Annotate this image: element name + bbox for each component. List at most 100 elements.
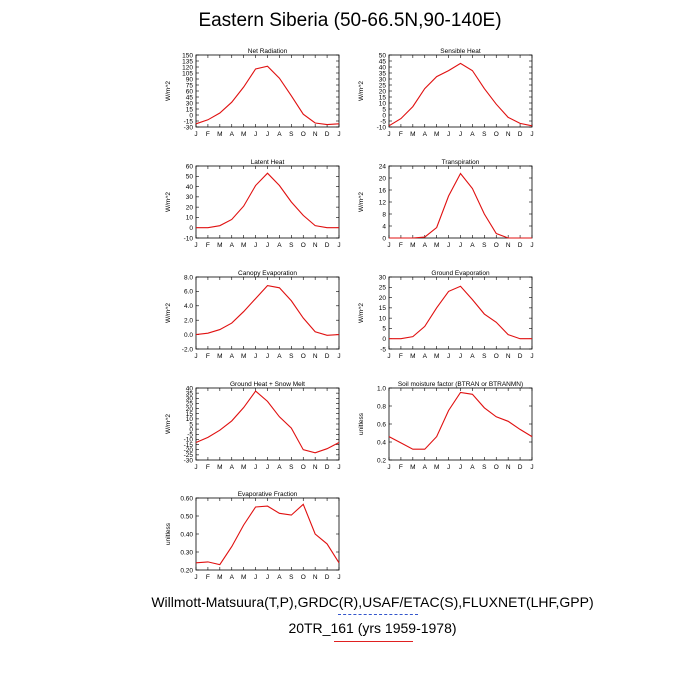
y-tick-label: 12 xyxy=(379,199,387,206)
y-tick-label: 10 xyxy=(186,215,194,222)
x-tick-label: J xyxy=(337,242,340,249)
y-tick-label: 0 xyxy=(382,336,386,343)
y-tick-label: 20 xyxy=(379,175,387,182)
panel-title: Evaporative Fraction xyxy=(238,491,298,498)
series-line xyxy=(389,285,532,340)
series-line xyxy=(195,503,340,566)
x-tick-label: M xyxy=(217,131,222,138)
plot-frame xyxy=(388,387,533,461)
series-line xyxy=(195,390,340,454)
y-tick-label: -5 xyxy=(380,346,386,353)
y-tick-label: -10 xyxy=(184,437,194,444)
data-sources-caption: Willmott-Matsuura(T,P),GRDC(R),USAF/ETAC… xyxy=(151,594,594,610)
x-tick-label: M xyxy=(410,131,415,138)
x-tick-label: J xyxy=(194,353,197,360)
y-axis-label: W/m^2 xyxy=(165,414,172,434)
y-tick-label: -15 xyxy=(184,442,194,449)
x-tick-label: A xyxy=(423,131,428,138)
x-tick-label: S xyxy=(482,242,487,249)
x-tick-label: J xyxy=(530,242,533,249)
y-axis-label: W/m^2 xyxy=(358,192,365,212)
x-tick-label: M xyxy=(241,353,246,360)
y-axis-label: W/m^2 xyxy=(358,81,365,101)
x-tick-label: J xyxy=(254,574,257,581)
x-tick-label: A xyxy=(230,242,235,249)
y-tick-label: 60 xyxy=(186,163,194,170)
y-tick-label: 25 xyxy=(379,285,387,292)
y-tick-label: 20 xyxy=(379,295,387,302)
x-tick-label: A xyxy=(470,131,475,138)
y-tick-label: 0 xyxy=(382,112,386,119)
y-tick-label: 50 xyxy=(186,174,194,181)
series-line xyxy=(388,62,533,127)
plot-frame xyxy=(195,276,340,350)
x-tick-label: F xyxy=(399,242,403,249)
y-tick-label: -10 xyxy=(184,235,194,242)
y-tick-label: 40 xyxy=(186,184,194,191)
x-tick-label: J xyxy=(387,242,390,249)
x-tick-label: O xyxy=(301,131,306,138)
x-tick-label: J xyxy=(387,464,390,471)
x-tick-label: D xyxy=(325,464,330,471)
x-tick-label: A xyxy=(423,353,428,360)
y-tick-label: 60 xyxy=(186,88,194,95)
x-tick-label: J xyxy=(254,131,257,138)
x-tick-label: M xyxy=(241,242,246,249)
x-tick-label: A xyxy=(230,574,235,581)
y-tick-label: 45 xyxy=(379,58,387,65)
x-tick-label: F xyxy=(399,353,403,360)
chart-panel: Evaporative Fraction 0.20 0.30 0.40 0.50 0.60… xyxy=(165,491,341,581)
series-line xyxy=(195,65,340,126)
x-tick-label: M xyxy=(217,353,222,360)
y-tick-label: 4 xyxy=(382,223,386,230)
y-tick-label: 15 xyxy=(379,305,387,312)
y-tick-label: 0.8 xyxy=(377,403,386,410)
y-axis-label: W/m^2 xyxy=(165,303,172,323)
x-tick-label: M xyxy=(241,574,246,581)
x-tick-label: M xyxy=(217,242,222,249)
y-tick-label: 0.40 xyxy=(180,531,193,538)
x-tick-label: N xyxy=(506,353,511,360)
x-tick-label: J xyxy=(194,131,197,138)
x-tick-label: J xyxy=(447,242,450,249)
y-tick-label: 0.2 xyxy=(377,457,386,464)
x-tick-label: F xyxy=(206,131,210,138)
x-tick-label: J xyxy=(387,353,390,360)
y-tick-label: 2.0 xyxy=(184,318,193,325)
plot-frame xyxy=(388,276,533,350)
x-tick-label: A xyxy=(277,353,282,360)
y-tick-label: 30 xyxy=(379,274,387,281)
y-tick-label: 120 xyxy=(182,64,193,71)
y-tick-label: -2.0 xyxy=(182,346,194,353)
y-tick-label: -20 xyxy=(184,447,194,454)
x-tick-label: N xyxy=(313,242,318,249)
y-tick-label: 0 xyxy=(189,225,193,232)
series-line xyxy=(195,285,340,336)
y-tick-label: 0.60 xyxy=(180,495,193,502)
x-tick-label: M xyxy=(434,464,439,471)
chart-panel: Net Radiation -30-15015304560759010512013… xyxy=(165,48,341,138)
y-tick-label: -15 xyxy=(184,118,194,125)
x-tick-label: J xyxy=(337,131,340,138)
panel-title: Sensible Heat xyxy=(440,48,481,55)
y-axis-label: W/m^2 xyxy=(358,303,365,323)
x-tick-label: O xyxy=(301,242,306,249)
y-tick-label: 45 xyxy=(186,94,194,101)
y-tick-label: -30 xyxy=(184,457,194,464)
x-tick-label: M xyxy=(434,131,439,138)
x-tick-label: M xyxy=(434,353,439,360)
y-tick-label: 30 xyxy=(186,396,194,403)
x-tick-label: F xyxy=(206,242,210,249)
x-tick-label: J xyxy=(337,353,340,360)
x-tick-label: A xyxy=(470,464,475,471)
x-tick-label: J xyxy=(337,464,340,471)
x-tick-label: O xyxy=(494,353,499,360)
x-tick-label: O xyxy=(494,464,499,471)
x-tick-label: S xyxy=(482,131,487,138)
x-tick-label: D xyxy=(518,464,523,471)
series-line xyxy=(388,391,533,450)
x-tick-label: J xyxy=(254,464,257,471)
